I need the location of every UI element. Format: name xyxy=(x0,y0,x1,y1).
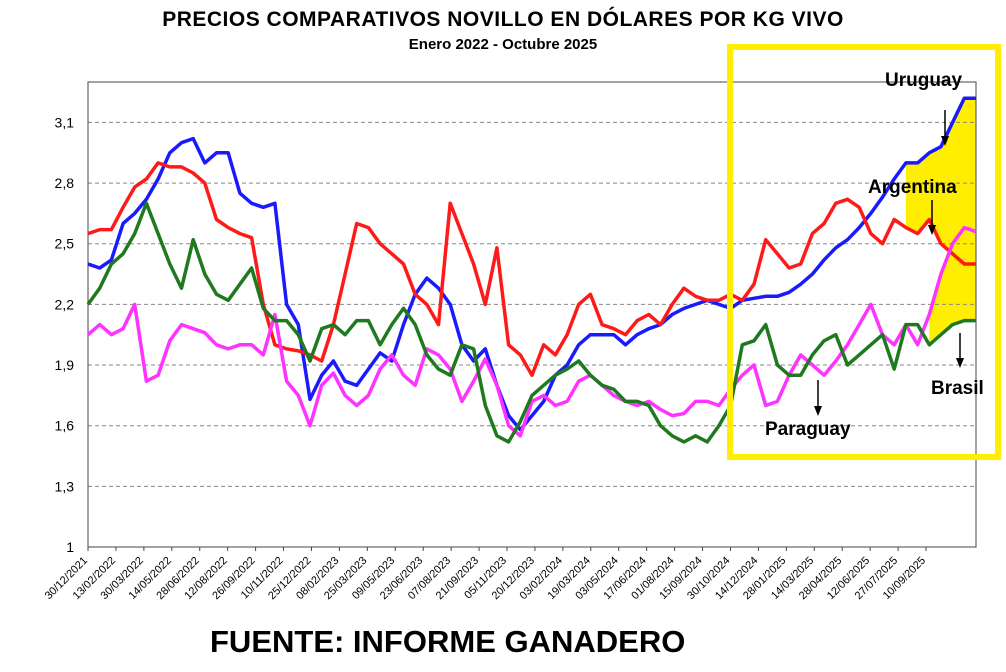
annotation-uruguay: Uruguay xyxy=(885,70,963,91)
y-tick-label: 1,6 xyxy=(55,418,75,434)
y-tick-label: 1,9 xyxy=(55,357,75,373)
highlight-fill-layer xyxy=(905,98,976,345)
series-layer xyxy=(86,96,977,444)
highlight-fill-upper xyxy=(905,98,976,264)
y-tick-label: 1 xyxy=(66,539,74,555)
plot-border xyxy=(87,81,977,548)
series-line-paraguay xyxy=(86,225,977,438)
y-tick-label: 2,5 xyxy=(55,236,75,252)
annotation-paraguay: Paraguay xyxy=(765,419,851,440)
series-line-argentina xyxy=(87,161,976,377)
y-tick-label: 1,3 xyxy=(55,478,75,494)
highlight-fill-lower xyxy=(929,227,976,345)
y-tick-label: 3,1 xyxy=(55,114,75,130)
y-tick-label: 2,8 xyxy=(55,175,75,191)
chart-title: PRECIOS COMPARATIVOS NOVILLO EN DÓLARES … xyxy=(162,8,844,31)
series-line-brasil xyxy=(86,201,976,444)
chart-subtitle: Enero 2022 - Octubre 2025 xyxy=(408,36,598,53)
arrowhead-brasil xyxy=(956,358,964,368)
highlight-frame xyxy=(727,44,1001,460)
series-line-uruguay xyxy=(87,96,976,432)
annotation-brasil: Brasil xyxy=(931,378,984,399)
arrowhead-argentina xyxy=(928,225,936,235)
source-footer: FUENTE: INFORME GANADERO xyxy=(210,624,686,659)
y-tick-label: 2,2 xyxy=(55,296,75,312)
annotation-argentina: Argentina xyxy=(868,177,957,198)
annotation-layer: Uruguay Argentina Paraguay Brasil xyxy=(727,44,1001,460)
arrowhead-uruguay xyxy=(941,136,949,146)
arrowhead-paraguay xyxy=(814,406,822,416)
